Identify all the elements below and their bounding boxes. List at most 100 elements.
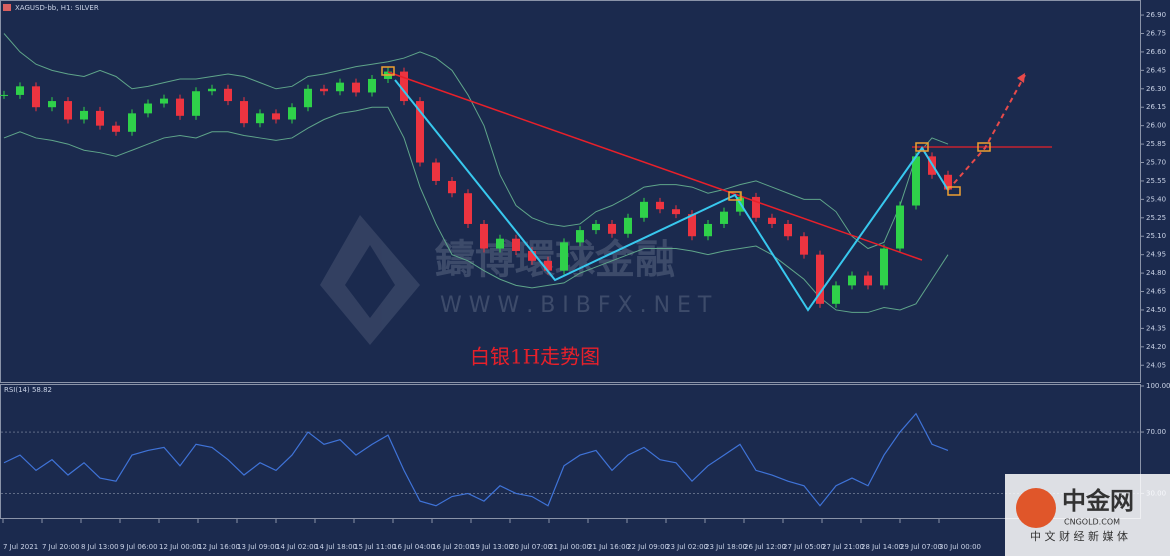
logo: 中金网 CNGOLD.COM 中 文 财 经 新 媒 体 [1005, 474, 1170, 556]
candle-body [432, 162, 440, 181]
y-tick-label: 25.55 [1146, 177, 1166, 185]
x-tick-label: 22 Jul 09:00 [627, 543, 669, 551]
candle-body [464, 193, 472, 224]
rsi-title: RSI(14) 58.82 [4, 386, 52, 394]
zigzag [394, 79, 949, 312]
candle-body [416, 101, 424, 163]
candle-body [544, 260, 552, 271]
candle-body [336, 82, 344, 92]
bollinger-band [3, 106, 949, 313]
x-tick-label: 29 Jul 07:00 [900, 543, 942, 551]
candle-body [800, 236, 808, 255]
candle-body [720, 211, 728, 224]
x-tick-label: 16 Jul 04:00 [393, 543, 435, 551]
y-tick-label: 24.80 [1146, 269, 1166, 277]
x-tick-label: 26 Jul 12:00 [744, 543, 786, 551]
x-tick-label: 23 Jul 18:00 [705, 543, 747, 551]
logo-icon [1016, 488, 1056, 528]
candle-body [32, 86, 40, 108]
candle-body [912, 156, 920, 206]
candle-body [400, 71, 408, 102]
candle-body [320, 88, 328, 92]
y-tick-label: 25.85 [1146, 140, 1166, 148]
watermark: 鑄博環球金融 W W W . B I B F X . N E T [320, 215, 712, 345]
x-tick-label: 14 Jul 18:00 [315, 543, 357, 551]
candle-body [352, 82, 360, 93]
y-tick-label: 24.20 [1146, 343, 1166, 351]
candle-body [640, 201, 648, 218]
candle-body [816, 254, 824, 304]
watermark-url: W W W . B I B F X . N E T [440, 293, 712, 318]
candle-body [288, 107, 296, 120]
candle-body [848, 275, 856, 286]
x-tick-label: 20 Jul 07:00 [510, 543, 552, 551]
x-tick-label: 9 Jul 06:00 [120, 543, 158, 551]
pivot-box [977, 142, 991, 152]
candle-body [496, 238, 504, 249]
x-tick-label: 13 Jul 09:00 [237, 543, 279, 551]
drawings [381, 66, 1052, 312]
candle-body [576, 230, 584, 243]
y-tick-label: 26.60 [1146, 48, 1166, 56]
watermark-icon [320, 215, 420, 345]
x-tick-label: 15 Jul 11:00 [354, 543, 396, 551]
y-tick-label: 25.25 [1146, 214, 1166, 222]
projection [947, 74, 1026, 191]
logo-name: 中金网 [1062, 487, 1134, 515]
candle-body [64, 101, 72, 120]
x-tick-label: 19 Jul 13:00 [471, 543, 513, 551]
candle-body [96, 110, 104, 126]
candle-body [144, 103, 152, 114]
candle-body [224, 88, 232, 102]
candle-body [160, 98, 168, 104]
y-tick-label: 24.05 [1146, 361, 1166, 369]
candle-body [208, 88, 216, 92]
y-tick-label: 25.40 [1146, 195, 1166, 203]
candle-body [0, 94, 8, 96]
candle-body [592, 223, 600, 231]
x-tick-label: 14 Jul 02:00 [276, 543, 318, 551]
candle-body [304, 88, 312, 108]
candle-body [48, 101, 56, 108]
candle-body [784, 223, 792, 237]
pivot-box [915, 142, 929, 152]
x-tick-label: 27 Jul 05:00 [783, 543, 825, 551]
candle-body [944, 174, 952, 190]
annotation: 白银1H走势图 [470, 345, 600, 369]
candle-body [864, 275, 872, 286]
pivot-box [947, 186, 961, 196]
pivot-box [381, 66, 395, 76]
y-tick-label: 24.65 [1146, 288, 1166, 296]
y-tick-label: 26.30 [1146, 85, 1166, 93]
x-tick-label: 28 Jul 14:00 [861, 543, 903, 551]
candle-body [176, 98, 184, 116]
candle-body [80, 110, 88, 120]
x-tick-label: 7 Jul 20:00 [42, 543, 80, 551]
candle-body [128, 113, 136, 132]
chart-title: XAGUSD-bb, H1: SILVER [15, 4, 99, 12]
y-tick-label: 24.50 [1146, 306, 1166, 314]
candle-body [512, 238, 520, 251]
watermark-text: 鑄博環球金融 [434, 237, 675, 283]
y-tick-label: 24.35 [1146, 324, 1166, 332]
candle-body [752, 196, 760, 218]
candle-body [624, 217, 632, 234]
candle-body [272, 113, 280, 120]
candle-body [192, 91, 200, 116]
arrow-head [1017, 73, 1025, 83]
candle-body [368, 78, 376, 93]
candle-body [656, 201, 664, 210]
candle-body [896, 205, 904, 249]
y-tick-label: 26.15 [1146, 103, 1166, 111]
candle-body [608, 223, 616, 234]
x-tick-label: 30 Jul 00:00 [939, 543, 981, 551]
y-tick-label: 26.45 [1146, 66, 1166, 74]
rsi-panel [0, 384, 1141, 519]
x-tick-label: 12 Jul 00:00 [159, 543, 201, 551]
y-tick-label: 26.90 [1146, 11, 1166, 19]
x-tick-label: 7 Jul 2021 [3, 543, 38, 551]
candle-body [704, 223, 712, 237]
x-tick-label: 12 Jul 16:00 [198, 543, 240, 551]
pivot-box [728, 191, 742, 201]
candle-body [528, 250, 536, 261]
